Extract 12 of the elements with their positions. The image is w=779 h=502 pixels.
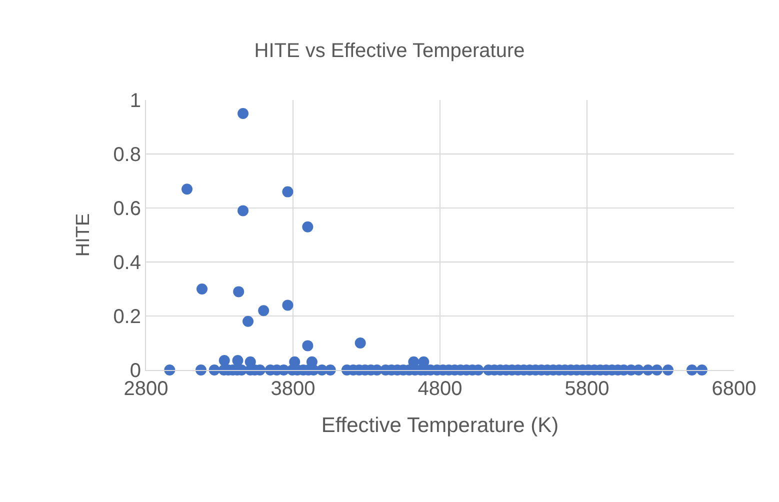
y-tick-label: 0.6 (113, 198, 141, 220)
y-axis-title: HITE (73, 213, 94, 257)
y-tick-label: 0.4 (113, 252, 141, 274)
x-tick-label: 5800 (564, 378, 610, 400)
y-tick-label: 0.2 (113, 306, 141, 328)
chart-title: HITE vs Effective Temperature (254, 40, 525, 62)
x-tick-label: 6800 (712, 378, 756, 400)
x-tick-label: 4800 (418, 378, 462, 400)
x-tick-label: 3800 (270, 378, 316, 400)
x-axis-title: Effective Temperature (K) (321, 414, 559, 438)
y-tick-label: 0.8 (113, 144, 141, 166)
y-tick-label: 1 (130, 90, 141, 112)
